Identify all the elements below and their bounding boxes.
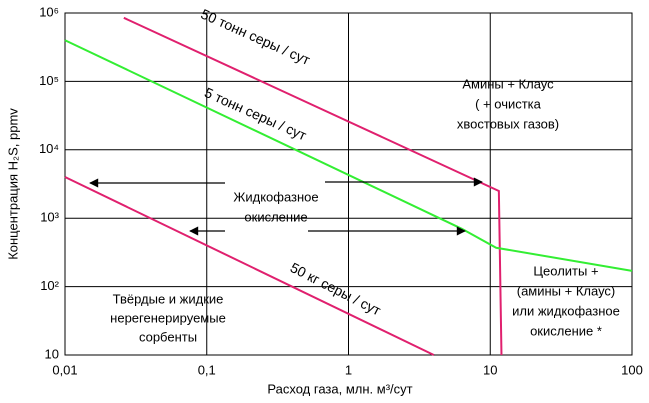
series-line [64,39,633,272]
x-tick-label: 0,01 [52,362,77,377]
y-tick-label: 10² [40,278,59,293]
x-tick-label: 10 [483,362,497,377]
series-line [64,176,435,356]
annotation: хвостовых газов) [457,116,559,131]
series-label: 50 кг серы / сут [288,259,384,319]
plot-frame [64,12,633,356]
x-axis-label: Расход газа, млн. м³/сут [267,381,412,396]
annotation: ( + очистка [475,96,542,111]
y-tick-label: 10⁶ [39,4,59,19]
y-tick-label: 10⁴ [39,141,59,156]
y-tick-label: 10⁵ [39,73,59,88]
annotation: сорбенты [139,329,197,344]
annotation: Цеолиты + [533,263,598,278]
x-tick-label: 1 [345,362,352,377]
annotation: Твёрдые и жидкие [113,291,224,306]
annotation: окисление * [530,323,602,338]
annotation: окисление [244,209,307,224]
y-tick-label: 10 [45,346,59,361]
arrows [89,177,483,236]
y-axis-label: Концентрация H₂S, ppmv [5,108,20,260]
annotation: (амины + Клаус) [517,283,616,298]
annotation: нерегенерируемые [110,310,226,325]
x-tick-label: 100 [621,362,643,377]
y-tick-label: 10³ [40,210,59,225]
annotation: или жидкофазное [512,303,620,318]
annotation: Жидкофазное [233,189,318,204]
annotation: Амины + Клаус [462,76,554,91]
series-line [123,16,503,356]
x-tick-label: 0,1 [198,362,216,377]
series-label: 50 тонн серы / сут [199,6,313,69]
